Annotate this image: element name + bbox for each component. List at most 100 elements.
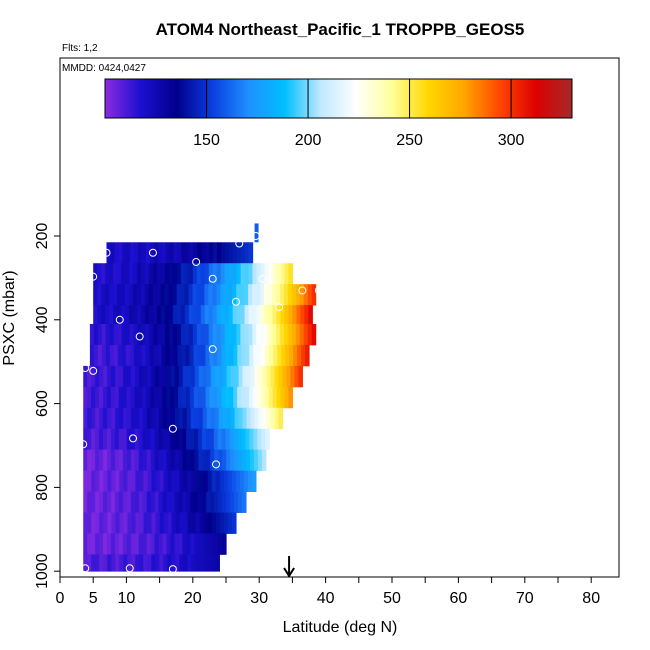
heatmap-cell — [83, 533, 88, 555]
heatmap-cell — [232, 284, 237, 306]
heatmap-cell — [266, 407, 272, 430]
heatmap-cell — [187, 554, 192, 572]
heatmap-cell — [95, 386, 100, 409]
heatmap-cell — [264, 323, 269, 346]
heatmap-cell — [237, 344, 242, 367]
heatmap-cell — [216, 263, 222, 285]
heatmap-cell — [204, 284, 209, 306]
heatmap-cell — [186, 533, 191, 555]
heatmap-cell — [220, 284, 225, 306]
heatmap-cell — [152, 305, 158, 325]
heatmap-cell — [201, 428, 207, 451]
heatmap-cell — [224, 323, 230, 346]
heatmap-cell — [191, 554, 196, 572]
heatmap-cell — [130, 428, 136, 451]
heatmap-cell — [124, 284, 130, 306]
heatmap-cell — [295, 323, 301, 346]
heatmap-cell — [308, 305, 313, 325]
heatmap-cell — [166, 428, 171, 451]
heatmap-cell — [114, 428, 120, 451]
heatmap-cell — [190, 428, 195, 451]
heatmap-cell — [206, 407, 212, 430]
heatmap-cell — [272, 386, 278, 409]
heatmap-cell — [103, 470, 108, 492]
heatmap-cell — [142, 242, 147, 264]
heatmap-cell — [285, 344, 290, 367]
heatmap-cell — [176, 284, 182, 306]
chart-title: ATOM4 Northeast_Pacific_1 TROPPB_GEOS5 — [156, 20, 525, 39]
heatmap-cell — [157, 242, 163, 264]
heatmap-cell — [125, 344, 131, 367]
heatmap-cell — [208, 305, 214, 325]
heatmap-cell — [233, 344, 238, 367]
heatmap-cell — [150, 386, 155, 409]
heatmap-cell — [304, 305, 309, 325]
heatmap-cell — [181, 242, 187, 264]
heatmap-cell — [148, 284, 154, 306]
heatmap-cell — [206, 449, 211, 472]
heatmap-cell — [134, 491, 140, 513]
heatmap-cell — [148, 305, 154, 325]
sample-point — [298, 286, 307, 295]
heatmap-cell — [142, 386, 147, 409]
heatmap-cell — [139, 512, 145, 534]
heatmap-cell — [151, 512, 157, 534]
heatmap-cell — [299, 323, 305, 346]
heatmap-cell — [264, 284, 269, 306]
heatmap-cell — [178, 449, 184, 472]
heatmap-cell — [248, 386, 254, 409]
heatmap-cell — [119, 407, 124, 430]
heatmap-cell — [133, 305, 138, 325]
heatmap-cell — [150, 449, 156, 472]
heatmap-cell — [173, 344, 179, 367]
heatmap-cell — [99, 470, 104, 492]
heatmap-cell — [300, 305, 305, 325]
heatmap-cell — [218, 533, 223, 555]
heatmap-cell — [166, 365, 172, 388]
heatmap-cell — [137, 305, 142, 325]
heatmap-cell — [172, 284, 178, 306]
heatmap-cell — [174, 386, 179, 409]
heatmap-cell — [137, 263, 142, 285]
heatmap-cell — [170, 491, 176, 513]
heatmap-cell — [91, 512, 96, 534]
heatmap-cell — [115, 512, 121, 534]
heatmap-cell — [270, 365, 276, 388]
heatmap-cell — [218, 407, 224, 430]
heatmap-cell — [139, 365, 144, 388]
heatmap-cell — [95, 533, 100, 555]
heatmap-cell — [206, 491, 211, 513]
heatmap-cell — [243, 470, 249, 492]
heatmap-cell — [87, 533, 92, 555]
heatmap-cell — [105, 344, 111, 367]
heatmap-cell — [93, 323, 99, 346]
heatmap-cell — [174, 533, 180, 555]
heatmap-cell — [240, 284, 245, 306]
heatmap-cell — [107, 491, 112, 513]
heatmap-cell — [110, 386, 116, 409]
heatmap-cell — [218, 491, 223, 513]
heatmap-cell — [114, 449, 120, 472]
heatmap-cell — [257, 449, 263, 472]
heatmap-cell — [184, 323, 190, 346]
heatmap-cell — [303, 323, 309, 346]
heatmap-cell — [189, 344, 195, 367]
sample-point — [231, 297, 240, 306]
heatmap-cell — [276, 386, 282, 409]
heatmap-cell — [220, 305, 226, 325]
heatmap-cell — [279, 284, 285, 306]
heatmap-cell — [244, 263, 250, 285]
x-tick-label: 40 — [317, 590, 335, 607]
heatmap-cell — [141, 263, 146, 285]
heatmap-cell — [178, 491, 184, 513]
heatmap-cell — [261, 428, 266, 451]
heatmap-cell — [229, 386, 234, 409]
heatmap-cell — [118, 533, 124, 555]
heatmap-cell — [142, 491, 148, 513]
heatmap-cell — [167, 512, 173, 534]
heatmap-cell — [198, 407, 204, 430]
heatmap-cell — [276, 263, 282, 285]
heatmap-cell — [254, 365, 260, 388]
heatmap-cell — [154, 386, 159, 409]
heatmap-cell — [168, 284, 174, 306]
